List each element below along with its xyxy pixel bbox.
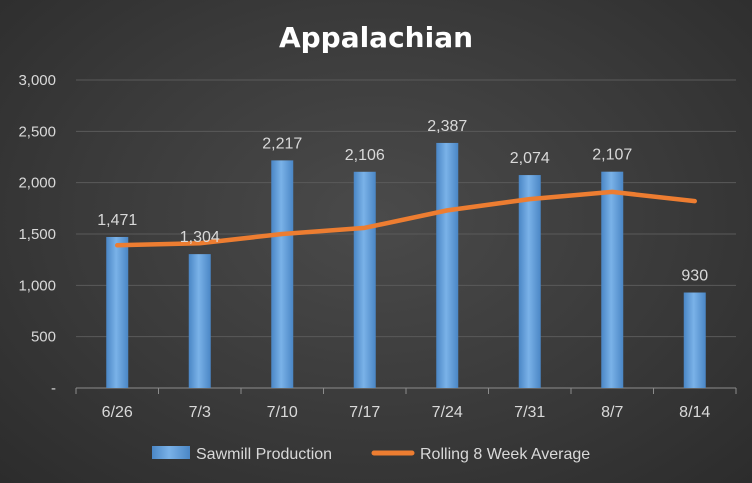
- bar-data-label: 2,387: [427, 118, 467, 135]
- rolling-average-line: [115, 189, 697, 248]
- bar-data-label: 2,074: [510, 150, 550, 167]
- y-axis: - 500 1,000 1,500 2,000 2,500 3,000: [18, 72, 56, 397]
- bar: [436, 142, 459, 388]
- x-tick-label: 7/3: [189, 404, 211, 421]
- x-tick-label: 7/10: [267, 404, 298, 421]
- bar: [353, 171, 376, 388]
- bar-data-label: 930: [681, 268, 708, 285]
- bar-data-label: 1,304: [180, 229, 220, 246]
- legend-swatch-sawmill-production: [152, 446, 190, 459]
- x-tick-label: 6/26: [102, 404, 133, 421]
- bar: [683, 292, 706, 388]
- y-tick-label: -: [51, 380, 56, 397]
- legend: Sawmill Production Rolling 8 Week Averag…: [152, 446, 590, 463]
- legend-label-sawmill-production: Sawmill Production: [196, 446, 332, 463]
- x-tick-label: 8/7: [601, 404, 623, 421]
- x-tick-label: 7/31: [514, 404, 545, 421]
- data-labels: 1,471 1,304 2,217 2,106 2,387 2,074 2,107 930: [97, 118, 708, 285]
- line-series: [115, 189, 697, 248]
- gridlines: [75, 79, 737, 394]
- bar: [271, 160, 294, 388]
- x-axis: 6/26 7/3 7/10 7/17 7/24 7/31 8/7 8/14: [102, 404, 711, 421]
- x-tick-label: 8/14: [679, 404, 710, 421]
- bar: [601, 171, 624, 388]
- bar: [188, 254, 211, 388]
- bar: [518, 175, 541, 388]
- legend-label-rolling-average: Rolling 8 Week Average: [420, 446, 590, 463]
- y-tick-label: 500: [31, 329, 56, 346]
- y-tick-label: 1,000: [18, 277, 56, 294]
- y-tick-label: 1,500: [18, 226, 56, 243]
- y-tick-label: 2,000: [18, 175, 56, 192]
- x-tick-label: 7/17: [349, 404, 380, 421]
- y-tick-label: 2,500: [18, 123, 56, 140]
- y-tick-label: 3,000: [18, 72, 56, 89]
- bar-data-label: 2,107: [592, 147, 632, 164]
- bar-series: [106, 142, 706, 388]
- bar: [106, 236, 129, 388]
- bar-data-label: 2,217: [262, 135, 302, 152]
- bar-data-label: 1,471: [97, 212, 137, 229]
- x-tick-label: 7/24: [432, 404, 463, 421]
- bar-data-label: 2,106: [345, 147, 385, 164]
- chart-title: Appalachian: [279, 21, 473, 54]
